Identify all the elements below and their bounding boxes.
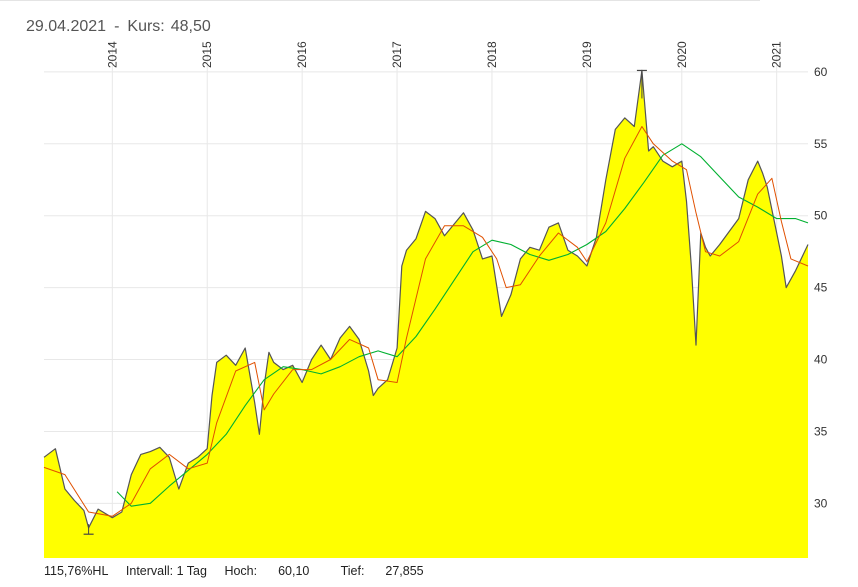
low-value: 27,855 <box>385 564 424 578</box>
y-tick-label-50: 50 <box>814 209 828 223</box>
kurs-label: Kurs: <box>127 18 165 35</box>
y-tick-label-45: 45 <box>814 281 828 295</box>
x-tick-label-2018: 2018 <box>485 41 499 68</box>
header-separator: - <box>114 18 120 35</box>
high-stat: Hoch: 60,10 <box>224 564 323 578</box>
y-tick-label-60: 60 <box>814 65 828 79</box>
interval-label: Intervall: 1 Tag <box>125 564 207 578</box>
x-tick-label-2020: 2020 <box>675 41 689 68</box>
x-tick-label-2014: 2014 <box>105 41 119 68</box>
x-tick-label-2017: 2017 <box>390 41 404 68</box>
x-tick-label-2015: 2015 <box>200 41 214 68</box>
x-tick-label-2021: 2021 <box>770 41 784 68</box>
price-line <box>43 69 809 529</box>
chart-header: 29.04.2021- Kurs: 48,50 <box>26 18 211 36</box>
x-tick-label-2016: 2016 <box>295 41 309 68</box>
chart-footer: 115,76%HL Intervall: 1 Tag Hoch: 60,10 T… <box>44 564 452 578</box>
range-percent: 115,76%HL <box>44 564 109 578</box>
moving-average-short-line <box>43 126 809 517</box>
high-label: Hoch: <box>224 564 258 578</box>
y-tick-label-40: 40 <box>814 353 828 367</box>
low-label: Tief: <box>340 564 365 578</box>
high-value: 60,10 <box>278 564 310 578</box>
y-tick-label-35: 35 <box>814 424 828 438</box>
y-tick-label-55: 55 <box>814 137 828 151</box>
y-tick-label-30: 30 <box>814 496 828 510</box>
price-area-fill <box>44 70 808 559</box>
kurs-value: 48,50 <box>170 18 211 35</box>
x-tick-label-2019: 2019 <box>580 41 594 68</box>
moving-average-long-line <box>116 143 809 507</box>
quote-date: 29.04.2021 <box>26 18 107 35</box>
low-stat: Tief: 27,855 <box>341 564 438 578</box>
